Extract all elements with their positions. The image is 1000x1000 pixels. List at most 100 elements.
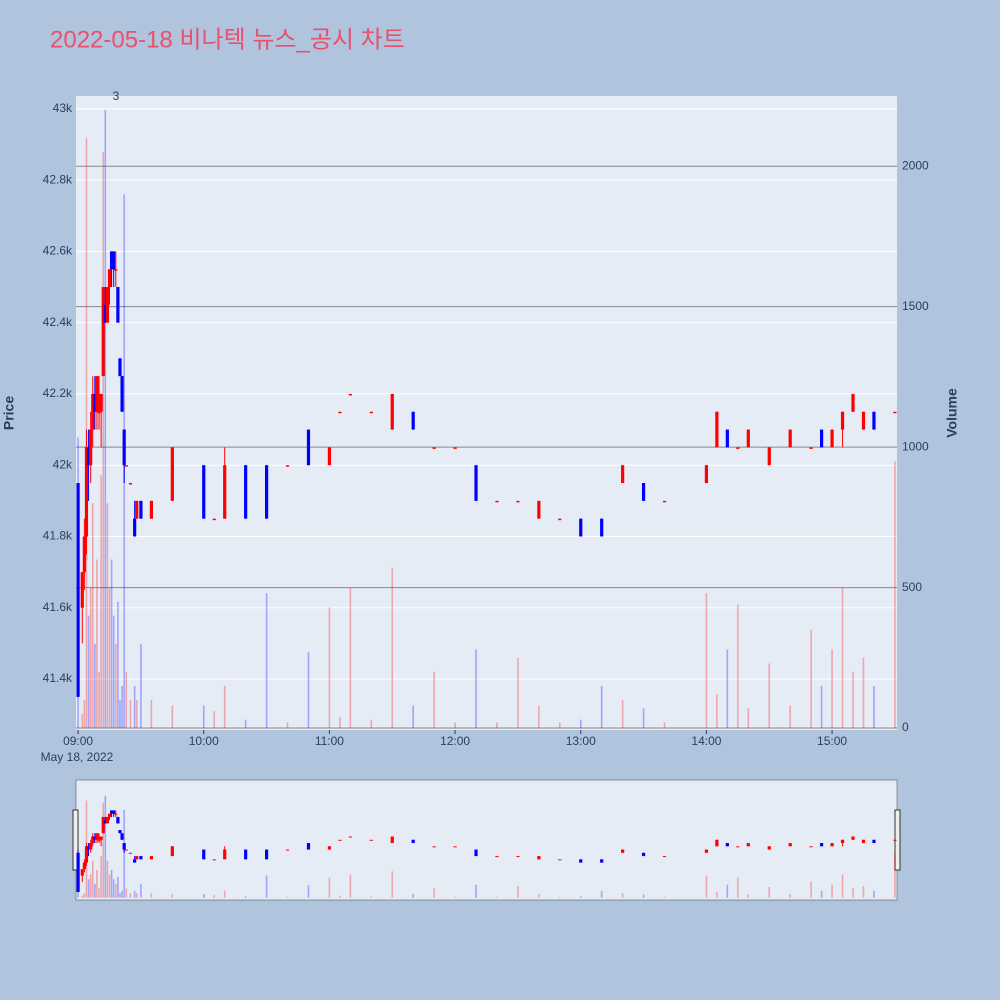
- candle-body: [91, 393, 95, 430]
- volume-bar: [716, 694, 718, 729]
- mini-candle-body: [621, 849, 625, 853]
- volume-bar: [117, 601, 119, 729]
- y-tick-label: 42.4k: [43, 315, 73, 329]
- mini-volume-bar: [894, 853, 896, 898]
- mini-volume-bar: [112, 879, 115, 898]
- candle-body: [369, 411, 373, 414]
- mini-candle-body: [840, 839, 845, 844]
- mini-candle-body: [411, 839, 415, 844]
- candle-body: [93, 393, 97, 412]
- candle-body: [306, 429, 311, 466]
- mini-volume-bar: [328, 877, 331, 898]
- mini-candle-body: [114, 813, 118, 815]
- mini-candle-body: [704, 849, 709, 853]
- mini-volume-bar: [841, 874, 844, 898]
- volume-bar: [820, 685, 823, 729]
- volume-bar: [104, 110, 107, 729]
- mini-volume-bar: [129, 893, 132, 898]
- mini-candle-body: [91, 836, 95, 844]
- volume-bar: [114, 643, 117, 729]
- plot-area: [76, 96, 897, 730]
- mini-candle-body: [139, 856, 143, 860]
- mini-candle-body: [86, 846, 91, 850]
- mini-volume-bar: [737, 877, 739, 898]
- mini-volume-bar: [559, 896, 561, 898]
- mini-volume-bar: [121, 890, 123, 898]
- candle-body: [348, 393, 352, 396]
- candle-body: [715, 411, 719, 448]
- volume-bar: [135, 699, 138, 729]
- range-handle[interactable]: [72, 809, 79, 871]
- mini-candle-body: [788, 843, 792, 847]
- mini-volume-bar: [747, 894, 750, 898]
- mini-candle-body: [105, 816, 110, 824]
- annotation: 3: [113, 89, 120, 103]
- mini-candle-body: [133, 859, 137, 863]
- volume-bar: [391, 567, 394, 729]
- mini-candle-body: [820, 843, 824, 847]
- mini-candle-body: [662, 856, 667, 858]
- volume-bar: [831, 649, 833, 729]
- mini-volume-bar: [91, 860, 94, 898]
- volume-bar: [862, 657, 865, 729]
- candle-body: [495, 500, 499, 503]
- mini-volume-bar: [475, 884, 477, 898]
- mini-volume-bar: [94, 883, 96, 898]
- volume-bar: [106, 503, 109, 729]
- volume-bar: [328, 607, 331, 729]
- mini-volume-bar: [106, 860, 109, 898]
- candle-body: [558, 518, 562, 521]
- mini-candle-body: [579, 859, 583, 863]
- candle-body: [809, 447, 813, 449]
- mini-volume-bar: [642, 894, 645, 898]
- volume-bar: [133, 685, 136, 729]
- candle-body: [474, 465, 478, 501]
- candle-body: [704, 465, 709, 484]
- range-slider[interactable]: [75, 779, 898, 901]
- candle-body: [112, 251, 116, 270]
- mini-volume-bar: [110, 869, 113, 898]
- mini-candle-body: [120, 833, 124, 840]
- candle-body: [84, 447, 89, 537]
- candle-body: [861, 411, 866, 430]
- mini-candle-body: [149, 856, 153, 860]
- mini-candle-body: [212, 859, 216, 861]
- volume-bar: [202, 705, 205, 729]
- mini-volume-bar: [621, 893, 624, 898]
- volume-bar: [894, 461, 896, 729]
- candle-body: [120, 376, 124, 412]
- mini-candle-body: [135, 856, 139, 860]
- volume-bar: [747, 708, 750, 729]
- mini-volume-bar: [391, 871, 394, 898]
- candle-body: [118, 358, 122, 377]
- mini-candle-body: [118, 829, 122, 834]
- candle-body: [411, 411, 415, 430]
- y-tick-label: 42.2k: [43, 386, 73, 400]
- mini-candle-body: [369, 839, 373, 841]
- candle-body: [212, 518, 216, 521]
- candle-body: [327, 447, 332, 466]
- mini-volume-bar: [339, 895, 341, 898]
- candle-body: [122, 429, 126, 466]
- x-tick-label: 13:00: [566, 734, 596, 748]
- volume-bar: [307, 652, 310, 729]
- mini-candle-body: [103, 820, 107, 824]
- mini-candle-body: [82, 862, 86, 870]
- mini-volume-bar: [862, 886, 865, 898]
- candle-body: [830, 429, 834, 448]
- y2-tick-label: 1000: [902, 439, 929, 453]
- mini-volume-bar: [286, 896, 289, 898]
- mini-volume-bar: [412, 893, 414, 898]
- volume-bar: [873, 685, 875, 729]
- x-sublabel: May 18, 2022: [41, 750, 114, 764]
- candle-body: [767, 447, 771, 466]
- x-tick-label: 12:00: [440, 734, 470, 748]
- candle-body: [736, 447, 740, 449]
- y2-tick-label: 500: [902, 580, 922, 594]
- volume-bar: [87, 615, 90, 729]
- candle-body: [338, 411, 342, 414]
- candle-body: [101, 287, 105, 377]
- mini-volume-bar: [100, 856, 102, 898]
- volume-bar: [433, 671, 435, 729]
- chart-title: 2022-05-18 비나텍 뉴스_공시 차트: [50, 26, 405, 53]
